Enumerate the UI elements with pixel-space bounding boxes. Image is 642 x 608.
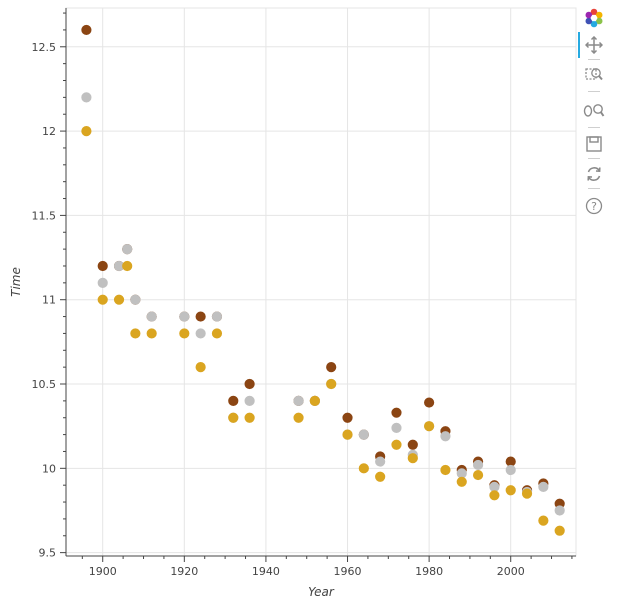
reset-icon[interactable]: [582, 162, 606, 186]
data-point: [97, 294, 108, 305]
x-tick-label: 1960: [334, 565, 362, 578]
toolbar-divider: [588, 158, 600, 159]
data-point: [195, 328, 206, 339]
data-point: [179, 328, 190, 339]
data-point: [424, 397, 435, 408]
data-point: [391, 407, 402, 418]
data-point: [505, 464, 516, 476]
data-point: [244, 395, 255, 406]
y-tick-label: 12: [42, 125, 56, 138]
data-point: [81, 92, 92, 103]
help-icon[interactable]: ?: [582, 194, 606, 218]
box-zoom-icon[interactable]: [582, 63, 606, 87]
data-point: [326, 362, 337, 373]
toolbar-divider: [588, 127, 600, 128]
x-tick-label: 1940: [252, 565, 280, 578]
data-point: [81, 24, 92, 36]
data-point: [179, 311, 190, 322]
data-point: [407, 439, 418, 450]
data-point: [130, 328, 141, 339]
data-point: [228, 412, 239, 423]
data-point: [456, 476, 467, 487]
data-point: [122, 260, 133, 272]
data-point: [424, 421, 435, 432]
x-tick-label: 1900: [89, 565, 117, 578]
data-point: [521, 488, 533, 499]
data-point: [81, 125, 92, 137]
data-point: [472, 469, 484, 481]
plot-frame: [65, 7, 577, 557]
save-icon[interactable]: [582, 132, 606, 156]
data-point: [391, 422, 402, 433]
y-tick-label: 10: [42, 462, 56, 475]
data-point: [505, 456, 516, 467]
toolbar-divider: [588, 59, 600, 60]
data-point: [293, 412, 304, 423]
data-point: [113, 294, 125, 305]
data-point: [309, 395, 320, 406]
data-point: [554, 525, 565, 536]
bokeh-logo-icon[interactable]: [582, 6, 606, 30]
data-point: [326, 378, 337, 390]
wheel-zoom-icon[interactable]: [582, 99, 606, 123]
plot-border: [65, 7, 577, 557]
data-point: [195, 362, 206, 373]
data-point: [489, 490, 500, 501]
data-point: [211, 328, 223, 339]
x-tick-label: 1980: [415, 565, 443, 578]
data-point: [130, 294, 141, 305]
data-point: [489, 481, 500, 492]
data-point: [538, 515, 549, 526]
data-point: [440, 464, 451, 476]
data-point: [342, 429, 353, 440]
y-tick-label: 11: [42, 294, 56, 307]
x-tick-label: 1920: [170, 565, 198, 578]
data-point: [472, 459, 484, 471]
grid: [66, 8, 576, 556]
data-point: [228, 395, 239, 406]
data-point: [375, 471, 386, 482]
data-point: [122, 244, 133, 255]
data-point: [195, 311, 206, 322]
data-point: [146, 311, 157, 322]
toolbar-divider: [588, 91, 600, 92]
data-point: [505, 485, 516, 496]
x-tick-label: 2000: [497, 565, 525, 578]
data-point: [391, 439, 402, 450]
data-point: [97, 277, 108, 288]
y-axis: 9.5 10 10.5 11 11.5 12 12.5: [32, 8, 67, 560]
y-tick-label: 9.5: [39, 547, 57, 560]
toolbar-divider: [588, 188, 600, 189]
data-point: [538, 481, 549, 492]
y-tick-label: 10.5: [32, 378, 57, 391]
data-point: [456, 468, 467, 479]
data-point: [244, 412, 255, 423]
data-points: [81, 24, 565, 536]
svg-text:?: ?: [591, 200, 597, 213]
data-point: [375, 456, 386, 467]
pan-icon[interactable]: [582, 33, 606, 57]
data-point: [211, 311, 223, 322]
data-point: [244, 378, 255, 390]
x-axis: 1900 1920 1940 1960 1980 2000: [66, 555, 576, 578]
y-tick-label: 12.5: [32, 41, 57, 54]
data-point: [554, 505, 565, 516]
y-tick-label: 11.5: [32, 209, 57, 222]
data-point: [358, 463, 369, 474]
data-point: [293, 395, 304, 406]
data-point: [342, 412, 353, 423]
active-tool-indicator: [578, 32, 580, 58]
x-axis-label: Year: [308, 585, 335, 599]
data-point: [97, 260, 108, 272]
data-point: [407, 453, 418, 464]
data-point: [358, 429, 369, 440]
data-point: [146, 328, 157, 339]
y-axis-label: Time: [9, 267, 23, 297]
data-point: [440, 431, 451, 442]
